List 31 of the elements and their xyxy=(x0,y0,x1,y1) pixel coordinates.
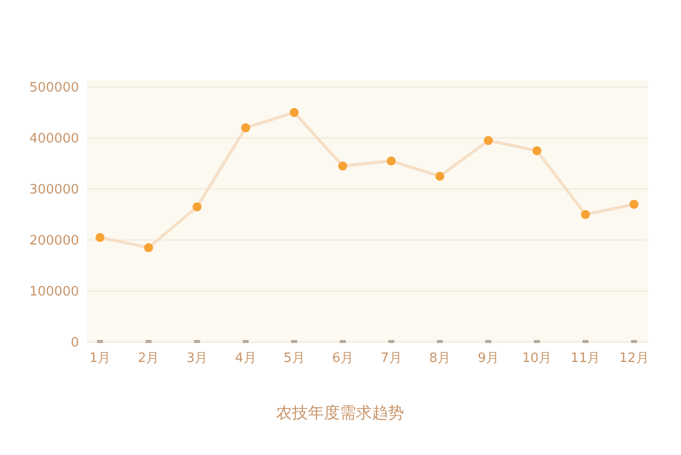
y-tick-label: 500000 xyxy=(29,80,79,96)
y-tick-label: 400000 xyxy=(29,132,79,147)
x-tick-label: 7月 xyxy=(380,351,402,366)
x-tick-label: 6月 xyxy=(332,351,354,366)
point xyxy=(96,232,104,242)
y-tick-label: 300000 xyxy=(29,182,79,198)
y-tick-label: 100000 xyxy=(29,284,79,300)
point xyxy=(192,202,202,212)
x-tick-label: 1月 xyxy=(89,351,111,366)
x-tick-label: 12月 xyxy=(619,351,649,366)
x-tick-label: 9月 xyxy=(478,351,500,366)
y-tick-label: 200000 xyxy=(29,234,79,249)
x-tick-label: 8月 xyxy=(429,351,450,366)
x-tick-label: 5月 xyxy=(284,351,305,366)
point xyxy=(484,136,493,146)
point xyxy=(580,210,590,219)
point xyxy=(386,156,396,166)
x-tick-label: 11月 xyxy=(570,351,600,366)
x-tick-label: 3月 xyxy=(186,351,208,366)
x-tick-label: 2月 xyxy=(138,351,160,366)
x-tick-label: 4月 xyxy=(234,351,256,366)
point xyxy=(241,123,250,132)
point xyxy=(338,162,348,171)
x-tick-label: 10月 xyxy=(522,351,552,366)
y-tick-label: 0 xyxy=(70,336,79,351)
point xyxy=(435,172,444,181)
text: 农技年度需求趋势 xyxy=(276,403,404,422)
point xyxy=(144,243,154,252)
point xyxy=(532,146,542,156)
point xyxy=(630,200,638,209)
point xyxy=(290,108,299,117)
